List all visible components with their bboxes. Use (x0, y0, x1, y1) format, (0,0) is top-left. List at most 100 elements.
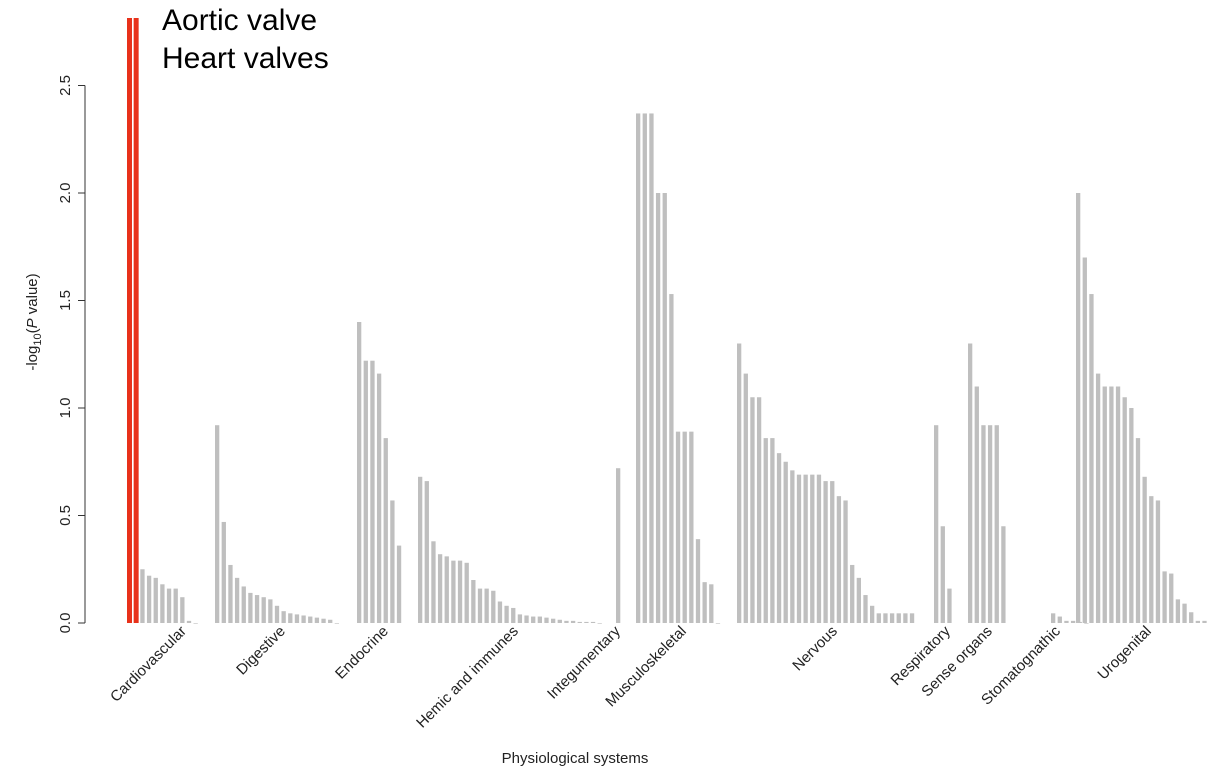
bar-endocrine (383, 438, 388, 623)
bar-nervous (843, 500, 848, 623)
bar-sense-organs (1001, 526, 1006, 623)
y-tick-label: 1.0 (57, 398, 74, 419)
bar-urogenital (1082, 257, 1087, 623)
bar-hemic-and-immunes (564, 620, 569, 623)
y-axis: 0.0 0.5 1.0 1.5 2.0 2.5 (57, 75, 86, 634)
bar-hemic-and-immunes (491, 590, 496, 623)
bar-cardiovascular (153, 577, 158, 623)
bar-nervous (783, 461, 788, 623)
bar-cardiovascular (166, 588, 172, 623)
bars (127, 18, 1207, 624)
bar-digestive (314, 617, 320, 624)
bar-cardiovascular (193, 623, 198, 624)
bar-nervous (870, 605, 875, 623)
bar-hemic-and-immunes (531, 616, 536, 623)
bar-stomatognathic (1084, 623, 1089, 624)
bar-musculoskeletal (669, 294, 674, 623)
bar-nervous (796, 474, 802, 623)
bar-urogenital (1122, 397, 1127, 623)
bar-urogenital (1089, 294, 1094, 623)
bar-nervous (909, 613, 915, 623)
bar-hemic-and-immunes (577, 621, 582, 623)
bar-digestive (288, 613, 293, 623)
bar-musculoskeletal (695, 539, 701, 623)
bar-nervous (823, 481, 828, 623)
bar-musculoskeletal (682, 431, 687, 623)
bar-nervous (763, 438, 768, 623)
bar-urogenital (1202, 620, 1207, 623)
bar-musculoskeletal (649, 113, 654, 623)
bar-urogenital (1155, 500, 1161, 623)
bar-sense-organs (974, 386, 979, 623)
bar-musculoskeletal (636, 113, 641, 623)
bar-digestive (248, 592, 253, 623)
bar-nervous (810, 474, 815, 623)
bar-hemic-and-immunes (424, 481, 429, 623)
bar-urogenital (1095, 373, 1101, 623)
bar-endocrine (390, 500, 395, 623)
bar-integumentary (616, 468, 621, 623)
annotations: Aortic valve Heart valves (162, 4, 329, 75)
bar-hemic-and-immunes (471, 580, 476, 623)
bar-stomatognathic (1064, 620, 1069, 623)
bar-hemic-and-immunes (497, 601, 503, 623)
bar-urogenital (1076, 193, 1081, 623)
bar-cardiovascular (140, 569, 145, 623)
bar-urogenital (1142, 476, 1147, 623)
bar-urogenital (1129, 408, 1134, 623)
y-tick-label: 1.5 (57, 290, 74, 311)
bar-endocrine (396, 545, 402, 623)
bar-urogenital (1162, 571, 1167, 623)
bar-nervous (743, 373, 748, 623)
bar-nervous (803, 474, 808, 623)
bar-cardiovascular (133, 18, 139, 623)
bar-endocrine (376, 373, 382, 623)
bar-sense-organs (968, 343, 973, 623)
bar-nervous (883, 613, 888, 623)
bar-hemic-and-immunes (457, 560, 463, 623)
bar-digestive (215, 425, 220, 623)
bar-cardiovascular (173, 588, 178, 623)
bar-urogenital (1102, 386, 1107, 623)
bar-musculoskeletal (655, 193, 661, 623)
bar-hemic-and-immunes (584, 621, 589, 623)
bar-hemic-and-immunes (544, 617, 549, 624)
bar-nervous (850, 564, 855, 623)
bar-hemic-and-immunes (570, 620, 576, 623)
bar-cardiovascular (160, 584, 165, 623)
bar-hemic-and-immunes (477, 588, 483, 623)
bar-nervous (876, 613, 881, 623)
bar-digestive (241, 586, 246, 623)
bar-nervous (750, 397, 755, 623)
bar-respiratory (947, 588, 952, 623)
bar-hemic-and-immunes (444, 556, 449, 623)
bar-cardiovascular (180, 597, 185, 623)
bar-digestive (308, 616, 313, 623)
bar-nervous (756, 397, 762, 623)
bar-respiratory (934, 425, 939, 623)
bar-nervous (770, 438, 775, 623)
category-label: Cardiovascular (107, 623, 190, 706)
bar-musculoskeletal (709, 584, 714, 623)
bar-hemic-and-immunes (537, 616, 542, 623)
bar-nervous (903, 613, 908, 623)
bar-digestive (268, 599, 273, 623)
bar-digestive (274, 605, 280, 623)
bar-digestive (334, 623, 339, 624)
bar-hemic-and-immunes (511, 607, 516, 623)
bar-cardiovascular (127, 18, 132, 623)
bar-digestive (228, 564, 233, 623)
category-label: Hemic and immunes (413, 623, 522, 732)
bar-hemic-and-immunes (451, 560, 456, 623)
bar-hemic-and-immunes (551, 618, 556, 623)
bar-hemic-and-immunes (590, 621, 596, 623)
bar-digestive (234, 577, 240, 623)
bar-nervous (830, 481, 835, 623)
y-tick-label: 0.0 (57, 613, 74, 634)
y-tick-label: 0.5 (57, 505, 74, 526)
bar-nervous (889, 613, 895, 623)
bar-hemic-and-immunes (557, 619, 562, 623)
bar-nervous (856, 577, 861, 623)
bar-stomatognathic (1057, 616, 1062, 623)
bar-urogenital (1135, 438, 1141, 623)
